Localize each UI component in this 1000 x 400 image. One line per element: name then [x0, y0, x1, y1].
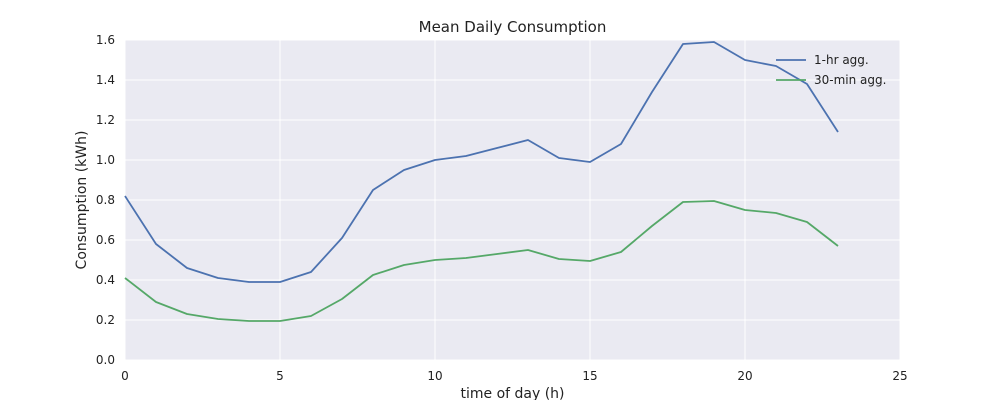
y-tick-label: 1.6 — [96, 33, 115, 47]
y-tick-label: 1.0 — [96, 153, 115, 167]
x-tick-label: 0 — [121, 369, 129, 383]
chart-title: Mean Daily Consumption — [419, 18, 607, 36]
y-tick-label: 1.2 — [96, 113, 115, 127]
x-tick-label: 15 — [582, 369, 597, 383]
x-tick-label: 20 — [737, 369, 752, 383]
y-axis: 0.0 0.2 0.4 0.6 0.8 1.0 1.2 1.4 1.6 — [96, 33, 115, 367]
x-tick-label: 5 — [276, 369, 284, 383]
y-tick-label: 0.6 — [96, 233, 115, 247]
x-axis-label: time of day (h) — [460, 386, 564, 400]
y-axis-label: Consumption (kWh) — [74, 131, 90, 270]
x-axis: 0 5 10 15 20 25 — [121, 369, 907, 383]
legend: 1-hr agg. 30-min agg. — [776, 53, 886, 87]
y-tick-label: 0.8 — [96, 193, 115, 207]
grid — [124, 39, 901, 361]
x-tick-label: 10 — [427, 369, 442, 383]
y-tick-label: 0.2 — [96, 313, 115, 327]
legend-label: 30-min agg. — [814, 73, 886, 87]
series-line — [124, 41, 839, 283]
y-tick-label: 0.0 — [96, 353, 115, 367]
x-tick-label: 25 — [892, 369, 907, 383]
y-tick-label: 1.4 — [96, 73, 115, 87]
series-line — [124, 200, 839, 322]
legend-label: 1-hr agg. — [814, 53, 869, 67]
y-tick-label: 0.4 — [96, 273, 115, 287]
series-group — [124, 41, 839, 322]
